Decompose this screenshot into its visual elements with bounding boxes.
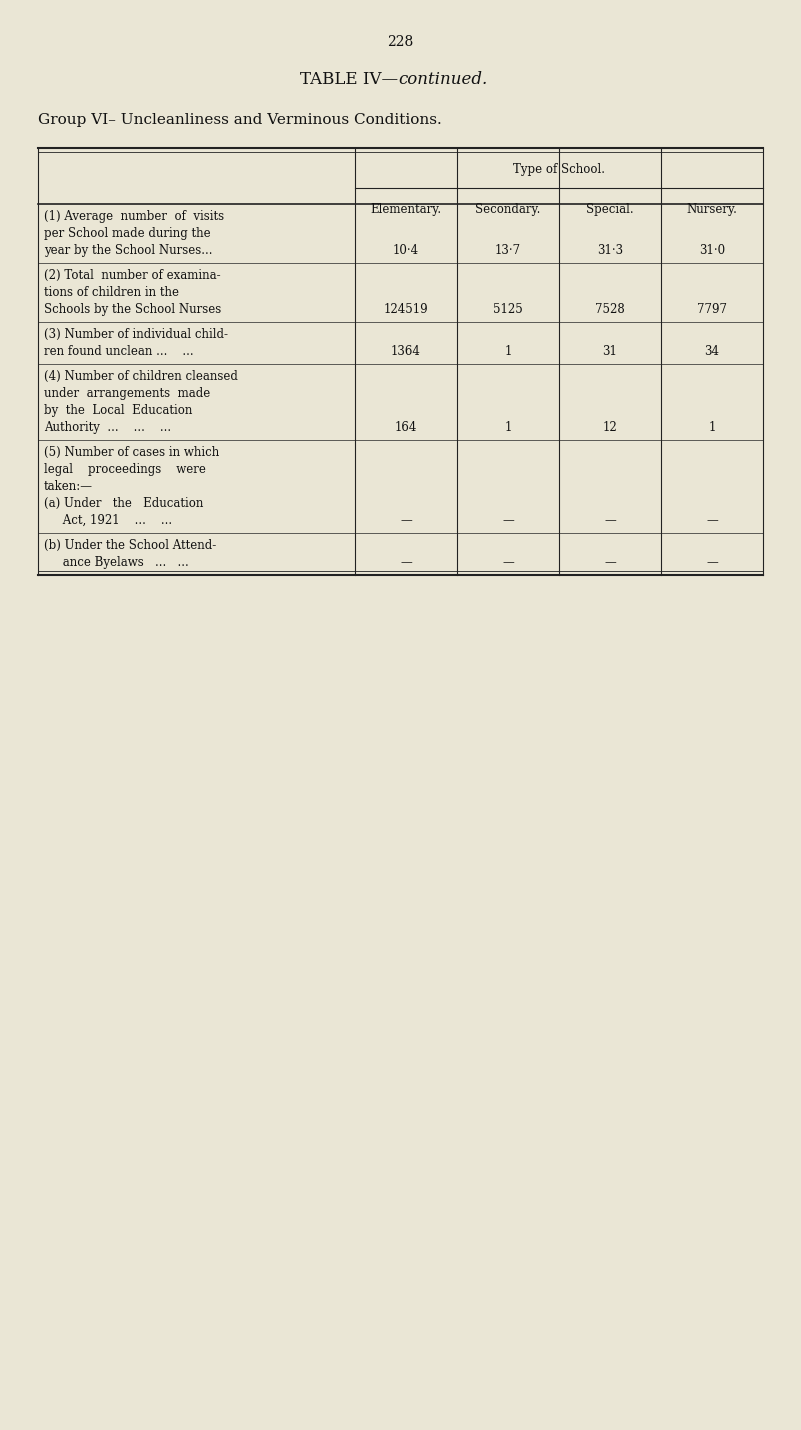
Text: continued.: continued. bbox=[399, 72, 488, 89]
Text: 7797: 7797 bbox=[697, 303, 727, 316]
Text: Elementary.: Elementary. bbox=[370, 203, 441, 216]
Text: 124519: 124519 bbox=[384, 303, 429, 316]
Text: 13·7: 13·7 bbox=[495, 245, 521, 257]
Text: 31·0: 31·0 bbox=[699, 245, 725, 257]
Text: —: — bbox=[706, 556, 718, 569]
Text: 164: 164 bbox=[395, 420, 417, 433]
Text: (4) Number of children cleansed: (4) Number of children cleansed bbox=[44, 370, 238, 383]
Text: 1: 1 bbox=[708, 420, 715, 433]
Text: 31: 31 bbox=[602, 345, 618, 358]
Text: (2) Total  number of examina-: (2) Total number of examina- bbox=[44, 269, 220, 282]
Text: per School made during the: per School made during the bbox=[44, 227, 211, 240]
Text: Schools by the School Nurses: Schools by the School Nurses bbox=[44, 303, 221, 316]
Text: under  arrangements  made: under arrangements made bbox=[44, 388, 210, 400]
Text: —: — bbox=[604, 556, 616, 569]
Text: tions of children in the: tions of children in the bbox=[44, 286, 179, 299]
Text: Secondary.: Secondary. bbox=[475, 203, 541, 216]
Text: —: — bbox=[502, 556, 514, 569]
Text: —: — bbox=[706, 513, 718, 528]
Text: —: — bbox=[400, 513, 412, 528]
Text: Type of School.: Type of School. bbox=[513, 163, 605, 176]
Text: Authority  ...    ...    ...: Authority ... ... ... bbox=[44, 420, 171, 433]
Text: 12: 12 bbox=[602, 420, 618, 433]
Text: (3) Number of individual child-: (3) Number of individual child- bbox=[44, 327, 228, 340]
Text: year by the School Nurses...: year by the School Nurses... bbox=[44, 245, 212, 257]
Text: 1: 1 bbox=[505, 420, 512, 433]
Text: 5125: 5125 bbox=[493, 303, 523, 316]
Text: by  the  Local  Education: by the Local Education bbox=[44, 405, 192, 418]
Text: 228: 228 bbox=[388, 34, 413, 49]
Text: —: — bbox=[502, 513, 514, 528]
Text: legal    proceedings    were: legal proceedings were bbox=[44, 463, 206, 476]
Text: Nursery.: Nursery. bbox=[686, 203, 738, 216]
Text: Special.: Special. bbox=[586, 203, 634, 216]
Text: 1: 1 bbox=[505, 345, 512, 358]
Text: —: — bbox=[604, 513, 616, 528]
Text: ance Byelaws   ...   ...: ance Byelaws ... ... bbox=[44, 556, 189, 569]
Text: 1364: 1364 bbox=[391, 345, 421, 358]
Text: Group VI– Uncleanliness and Verminous Conditions.: Group VI– Uncleanliness and Verminous Co… bbox=[38, 113, 441, 127]
Text: —: — bbox=[400, 556, 412, 569]
Text: (b) Under the School Attend-: (b) Under the School Attend- bbox=[44, 539, 216, 552]
Text: taken:—: taken:— bbox=[44, 480, 93, 493]
Text: (a) Under   the   Education: (a) Under the Education bbox=[44, 498, 203, 511]
Text: (5) Number of cases in which: (5) Number of cases in which bbox=[44, 446, 219, 459]
Text: ren found unclean ...    ...: ren found unclean ... ... bbox=[44, 345, 194, 358]
Text: (1) Average  number  of  visits: (1) Average number of visits bbox=[44, 210, 224, 223]
Text: 34: 34 bbox=[705, 345, 719, 358]
Text: Act, 1921    ...    ...: Act, 1921 ... ... bbox=[44, 513, 172, 528]
Text: 10·4: 10·4 bbox=[393, 245, 419, 257]
Text: 7528: 7528 bbox=[595, 303, 625, 316]
Text: 31·3: 31·3 bbox=[597, 245, 623, 257]
Text: TABLE IV—: TABLE IV— bbox=[300, 72, 399, 89]
